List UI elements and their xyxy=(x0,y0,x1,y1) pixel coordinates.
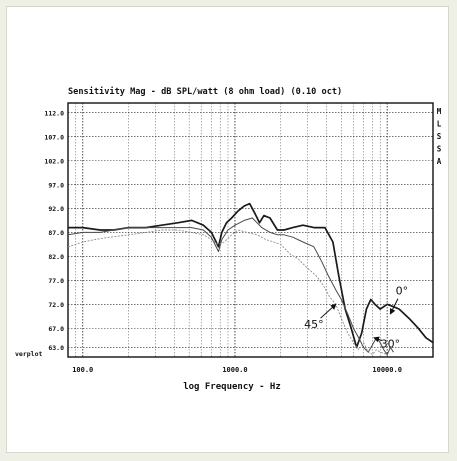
y-tick-label: 82.0 xyxy=(48,253,64,261)
y-tick-label: 72.0 xyxy=(48,301,64,309)
corner-label: verplot xyxy=(15,350,42,358)
side-letter: M xyxy=(437,107,442,116)
frequency-response-chart: Sensitivity Mag - dB SPL/watt (8 ohm loa… xyxy=(15,86,442,392)
x-tick-label: 1000.0 xyxy=(222,366,247,374)
y-tick-label: 102.0 xyxy=(44,157,64,165)
y-tick-label: 87.0 xyxy=(48,229,64,237)
annotation-arrow xyxy=(320,303,337,319)
x-tick-label: 10000.0 xyxy=(372,366,402,374)
y-tick-label: 67.0 xyxy=(48,325,64,333)
annotation-label: 45° xyxy=(304,318,324,331)
tick-layer: 112.0 107.0 102.0 97.0 92.0 87.0 82.0 77.0 72.0 6… xyxy=(44,109,402,374)
chart-title: Sensitivity Mag - dB SPL/watt (8 ohm loa… xyxy=(68,86,342,97)
annotation-arrow xyxy=(373,336,383,343)
y-tick-label: 107.0 xyxy=(44,133,64,141)
y-tick-label: 112.0 xyxy=(44,109,64,117)
side-letter: S xyxy=(437,132,442,141)
side-letter: L xyxy=(437,120,442,129)
y-tick-label: 92.0 xyxy=(48,205,64,213)
x-tick-label: 100.0 xyxy=(72,366,93,374)
series-line-0deg xyxy=(68,202,434,349)
y-tick-label: 77.0 xyxy=(48,277,64,285)
series-layer xyxy=(67,202,434,356)
y-tick-label: 97.0 xyxy=(48,181,64,189)
y-tick-label: 63.0 xyxy=(48,344,64,352)
annotation-label: 30° xyxy=(381,337,401,350)
side-letter: A xyxy=(437,157,442,166)
annotation-arrow xyxy=(389,298,399,315)
series-line-30deg xyxy=(67,217,394,356)
grid-layer xyxy=(67,102,434,358)
annotation-layer: 0° 30° 45° xyxy=(304,285,408,351)
x-axis-label: log Frequency - Hz xyxy=(183,382,281,392)
plot-frame xyxy=(67,102,434,358)
chart-paper: Sensitivity Mag - dB SPL/watt (8 ohm loa… xyxy=(6,6,449,453)
annotation-label: 0° xyxy=(396,285,409,298)
series-line-45deg xyxy=(67,229,388,356)
side-letter: S xyxy=(437,145,442,154)
